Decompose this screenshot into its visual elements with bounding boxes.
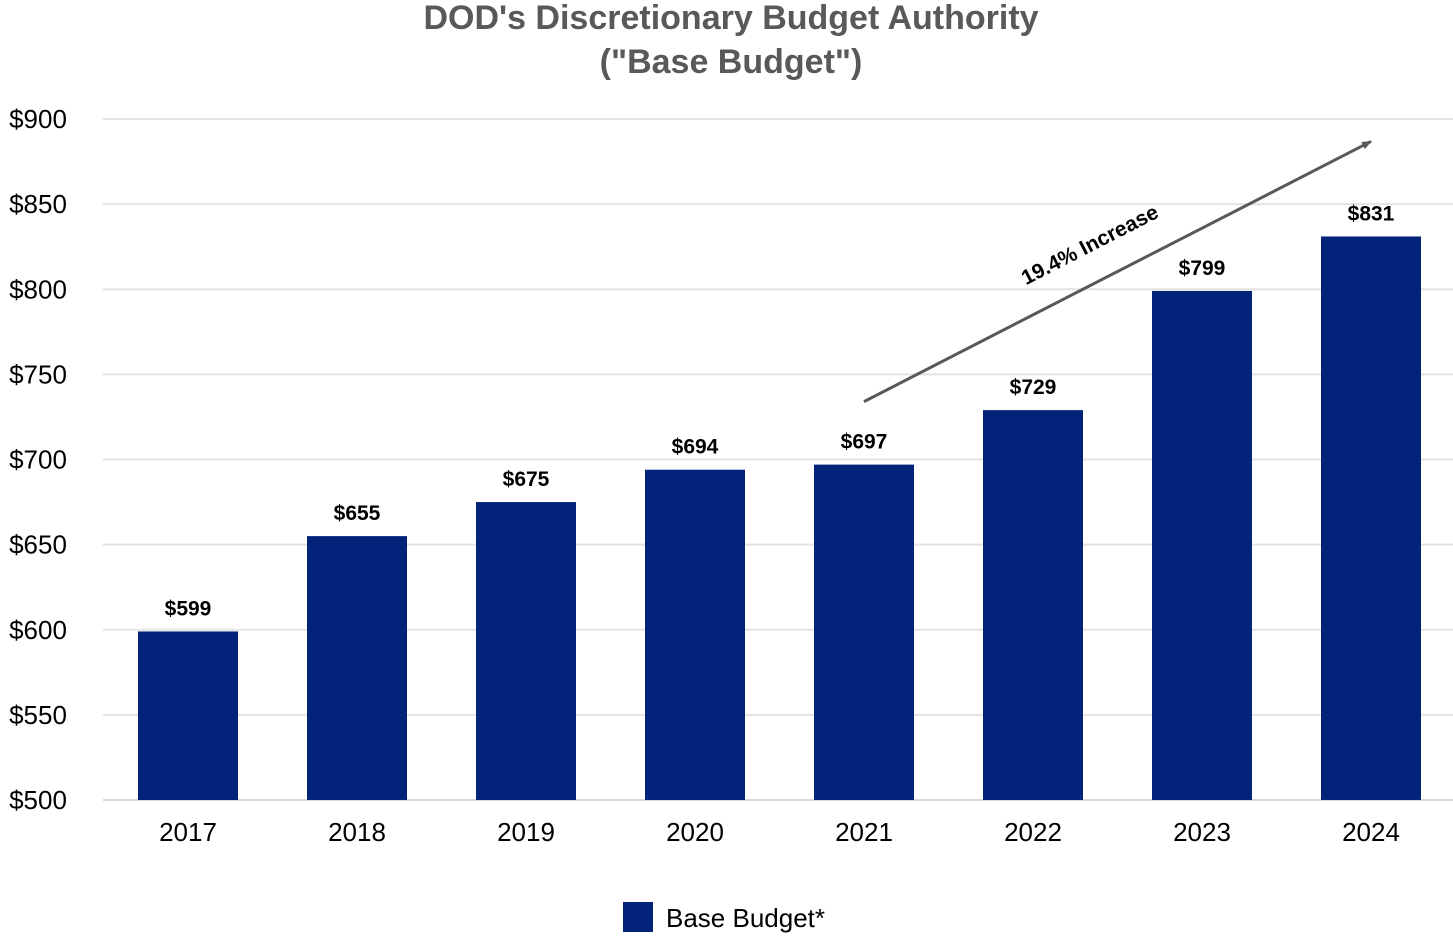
bar-value-label: $694: [672, 436, 719, 459]
bar: [476, 502, 576, 800]
x-tick-label: 2017: [159, 817, 217, 847]
bar-value-label: $599: [165, 597, 212, 620]
x-tick-label: 2022: [1004, 817, 1062, 847]
y-tick-label: $600: [9, 615, 67, 645]
y-tick-label: $500: [9, 785, 67, 815]
data-labels: $599 $655 $675 $694 $697 $729 $799 $831: [165, 202, 1395, 620]
bar: [814, 464, 914, 800]
x-axis-ticks: 2017 2018 2019 2020 2021 2022 2023 2024: [159, 817, 1400, 847]
increase-annotation: 19.4% Increase: [863, 140, 1372, 403]
y-tick-label: $850: [9, 189, 67, 219]
bar-value-label: $675: [503, 468, 550, 491]
bar: [307, 536, 407, 800]
bar-value-label: $697: [841, 431, 888, 454]
legend-label: Base Budget*: [666, 903, 825, 933]
y-tick-label: $550: [9, 700, 67, 730]
x-tick-label: 2020: [666, 817, 724, 847]
bar-value-label: $729: [1010, 376, 1057, 399]
legend-swatch: [623, 902, 653, 932]
x-tick-label: 2024: [1342, 817, 1400, 847]
y-tick-label: $700: [9, 445, 67, 475]
bar: [645, 469, 745, 800]
x-tick-label: 2018: [328, 817, 386, 847]
chart-title-line-1: DOD's Discretionary Budget Authority: [423, 0, 1038, 37]
bars: [138, 236, 1421, 800]
bar: [138, 631, 238, 800]
increase-arrow: [863, 140, 1372, 403]
chart-title-line-2: ("Base Budget"): [600, 43, 863, 81]
y-tick-label: $650: [9, 530, 67, 560]
bar: [1152, 290, 1252, 800]
bar: [1321, 236, 1421, 800]
y-tick-label: $900: [9, 104, 67, 134]
x-tick-label: 2019: [497, 817, 555, 847]
bar-value-label: $831: [1348, 202, 1395, 225]
x-tick-label: 2021: [835, 817, 893, 847]
legend: Base Budget*: [623, 902, 825, 933]
bar-value-label: $655: [334, 502, 381, 525]
x-tick-label: 2023: [1173, 817, 1231, 847]
bar-value-label: $799: [1179, 257, 1226, 280]
y-tick-label: $750: [9, 359, 67, 389]
y-tick-label: $800: [9, 274, 67, 304]
increase-annotation-text: 19.4% Increase: [1018, 201, 1163, 290]
y-axis-ticks: $500 $550 $600 $650 $700 $750 $800 $850 $900: [9, 104, 67, 815]
bar: [983, 410, 1083, 800]
